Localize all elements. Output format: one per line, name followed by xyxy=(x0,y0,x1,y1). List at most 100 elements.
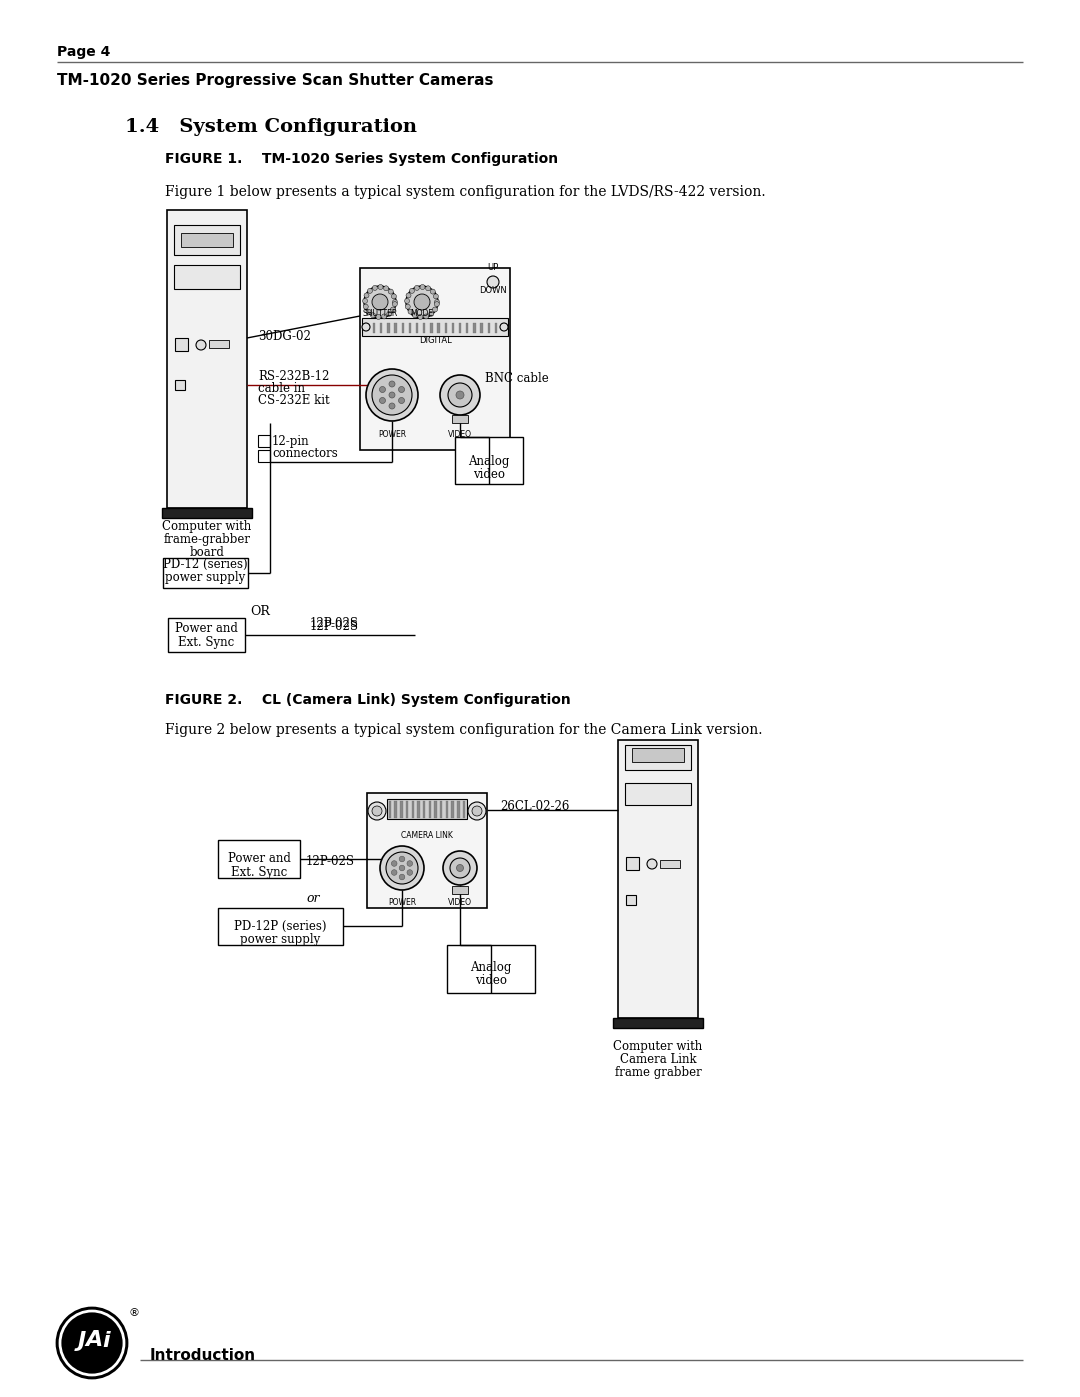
Circle shape xyxy=(379,387,386,393)
Circle shape xyxy=(408,309,413,314)
Bar xyxy=(423,800,426,819)
Bar xyxy=(440,800,443,819)
Text: Figure 1 below presents a typical system configuration for the LVDS/RS-422 versi: Figure 1 below presents a typical system… xyxy=(165,184,766,198)
Circle shape xyxy=(376,314,381,320)
Bar xyxy=(168,617,245,652)
Circle shape xyxy=(383,286,389,291)
Circle shape xyxy=(399,387,405,393)
Circle shape xyxy=(370,313,376,317)
Text: power supply: power supply xyxy=(240,933,320,946)
Circle shape xyxy=(367,288,373,293)
Text: Analog: Analog xyxy=(470,961,512,974)
Text: FIGURE 2.    CL (Camera Link) System Configuration: FIGURE 2. CL (Camera Link) System Config… xyxy=(165,693,570,707)
Circle shape xyxy=(379,398,386,404)
Text: Page 4: Page 4 xyxy=(57,45,110,59)
Bar xyxy=(380,323,382,332)
Bar xyxy=(210,339,229,348)
Text: RS-232B-12: RS-232B-12 xyxy=(258,370,329,383)
Circle shape xyxy=(389,402,395,409)
Circle shape xyxy=(432,307,437,312)
Circle shape xyxy=(457,865,463,872)
Circle shape xyxy=(429,312,434,316)
Text: POWER: POWER xyxy=(378,430,406,439)
Bar xyxy=(394,800,396,819)
Circle shape xyxy=(450,858,470,877)
Bar xyxy=(167,210,247,509)
Circle shape xyxy=(407,861,413,866)
Text: i: i xyxy=(103,1331,110,1351)
Circle shape xyxy=(433,293,438,299)
Text: Power and: Power and xyxy=(228,852,291,865)
Circle shape xyxy=(647,859,657,869)
Bar xyxy=(174,225,240,256)
Bar xyxy=(626,895,636,905)
Circle shape xyxy=(364,293,369,298)
Text: CS-232E kit: CS-232E kit xyxy=(258,394,329,407)
Text: frame-grabber: frame-grabber xyxy=(163,534,251,546)
Circle shape xyxy=(392,302,397,306)
Bar xyxy=(451,800,454,819)
Bar xyxy=(387,323,390,332)
Circle shape xyxy=(195,339,206,351)
Circle shape xyxy=(430,289,435,295)
Circle shape xyxy=(440,374,480,415)
Bar xyxy=(360,268,510,450)
Bar xyxy=(473,323,475,332)
Text: 12P-02S: 12P-02S xyxy=(310,620,359,633)
Circle shape xyxy=(406,293,411,298)
Circle shape xyxy=(406,286,438,319)
Text: frame grabber: frame grabber xyxy=(615,1066,701,1078)
Circle shape xyxy=(415,285,419,291)
Bar xyxy=(162,509,252,518)
Text: SHUTTER: SHUTTER xyxy=(363,309,397,319)
Text: Computer with: Computer with xyxy=(613,1039,703,1053)
Bar xyxy=(625,782,691,805)
Text: CAMERA LINK: CAMERA LINK xyxy=(401,831,453,840)
Circle shape xyxy=(400,856,405,862)
Circle shape xyxy=(434,299,440,305)
Text: OR: OR xyxy=(251,605,270,617)
Circle shape xyxy=(368,802,386,820)
Text: A: A xyxy=(85,1330,103,1350)
Bar xyxy=(459,323,461,332)
Text: 30DG-02: 30DG-02 xyxy=(258,330,311,344)
Text: Introduction: Introduction xyxy=(150,1348,256,1363)
Bar xyxy=(625,745,691,770)
Bar xyxy=(402,323,404,332)
Text: Analog: Analog xyxy=(469,455,510,468)
Text: Ext. Sync: Ext. Sync xyxy=(231,866,287,879)
Bar xyxy=(457,800,459,819)
Text: cable in: cable in xyxy=(258,381,305,395)
Text: DOWN: DOWN xyxy=(480,286,507,295)
Bar xyxy=(181,233,233,247)
Text: 26CL-02-26: 26CL-02-26 xyxy=(500,800,569,813)
Bar xyxy=(453,415,468,423)
Circle shape xyxy=(400,875,405,880)
Circle shape xyxy=(418,314,423,320)
Bar xyxy=(394,323,396,332)
Bar xyxy=(406,800,408,819)
Circle shape xyxy=(399,398,405,404)
Text: VIDEO: VIDEO xyxy=(448,898,472,907)
Circle shape xyxy=(414,293,430,310)
Text: video: video xyxy=(473,468,505,481)
Circle shape xyxy=(373,285,377,291)
Circle shape xyxy=(389,381,395,387)
Bar xyxy=(175,338,188,351)
Text: or: or xyxy=(306,893,320,905)
Text: POWER: POWER xyxy=(388,898,416,907)
Circle shape xyxy=(391,870,397,876)
Bar xyxy=(618,740,698,1018)
Bar xyxy=(218,840,300,877)
Bar xyxy=(447,944,535,993)
Bar xyxy=(408,323,411,332)
Bar xyxy=(362,319,508,337)
Bar xyxy=(434,800,436,819)
Bar xyxy=(429,800,431,819)
Bar xyxy=(367,793,487,908)
Bar xyxy=(463,800,465,819)
Circle shape xyxy=(363,305,368,309)
Bar xyxy=(451,323,455,332)
Text: Figure 2 below presents a typical system configuration for the Camera Link versi: Figure 2 below presents a typical system… xyxy=(165,724,762,738)
Text: 1.4   System Configuration: 1.4 System Configuration xyxy=(125,117,417,136)
